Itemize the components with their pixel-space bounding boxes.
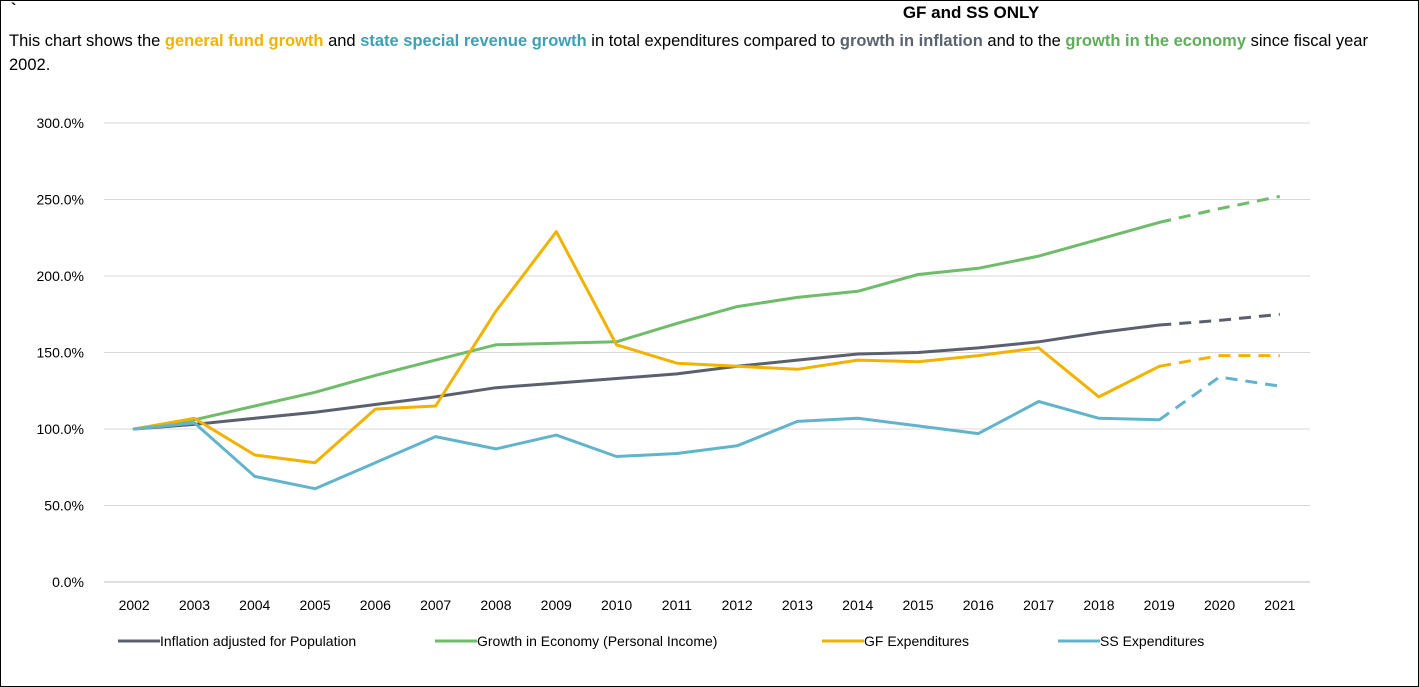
x-tick-label: 2019 — [1144, 597, 1175, 613]
x-tick-label: 2013 — [782, 597, 813, 613]
y-axis: 0.0% 50.0% 100.0% 150.0% 200.0% 250.0% 300.0% — [37, 115, 84, 590]
y-tick-label: 100.0% — [37, 421, 84, 437]
legend: Inflation adjusted for Population Growth … — [118, 633, 1204, 649]
x-tick-label: 2011 — [662, 597, 692, 613]
series-1 — [132, 312, 1280, 431]
series-line — [132, 220, 1161, 431]
desc-text-3: in total expenditures compared to — [586, 32, 840, 50]
y-tick-label: 250.0% — [37, 192, 84, 208]
x-tick-label: 2015 — [902, 597, 933, 613]
x-tick-label: 2002 — [119, 597, 150, 613]
desc-gf-phrase: general fund growth — [164, 32, 329, 50]
chart-title: GF and SS ONLY — [902, 3, 1040, 22]
series-2 — [132, 194, 1281, 431]
x-tick-label: 2005 — [299, 597, 330, 613]
x-tick-label: 2014 — [842, 597, 873, 613]
desc-text-2: and — [328, 32, 361, 50]
legend-label: Inflation adjusted for Population — [160, 633, 356, 649]
x-tick-label: 2016 — [963, 597, 994, 613]
desc-text-1: This chart shows the — [9, 32, 165, 50]
desc-inflation-phrase: growth in inflation — [839, 32, 983, 50]
grid-layer — [104, 122, 1310, 583]
x-tick-label: 2009 — [541, 597, 572, 613]
x-tick-label: 2004 — [239, 597, 270, 613]
legend-label: SS Expenditures — [1100, 633, 1204, 649]
x-tick-label: 2008 — [480, 597, 511, 613]
x-tick-label: 2021 — [1264, 597, 1295, 613]
y-tick-label: 0.0% — [52, 574, 84, 590]
x-axis: 2002 2003 2004 2005 2006 2007 2008 2009 2010 2011… — [119, 597, 1296, 613]
legend-label: Growth in Economy (Personal Income) — [477, 633, 717, 649]
desc-text-4: and to the — [982, 32, 1066, 50]
series-3 — [132, 230, 1280, 465]
chart-description: This chart shows the general fund growth… — [9, 29, 1409, 77]
y-tick-label: 300.0% — [37, 115, 84, 131]
series-line — [132, 323, 1161, 431]
series-line-projected — [1159, 312, 1280, 327]
series-layer — [132, 194, 1281, 491]
x-tick-label: 2010 — [601, 597, 632, 613]
series-4 — [132, 375, 1281, 491]
x-tick-label: 2012 — [722, 597, 753, 613]
x-tick-label: 2017 — [1023, 597, 1054, 613]
x-tick-label: 2020 — [1204, 597, 1235, 613]
x-tick-label: 2006 — [360, 597, 391, 613]
y-tick-label: 150.0% — [37, 345, 84, 361]
x-tick-label: 2003 — [179, 597, 210, 613]
y-tick-label: 50.0% — [44, 498, 84, 514]
desc-ss-phrase: state special revenue growth — [360, 32, 587, 50]
series-line-projected — [1158, 375, 1281, 422]
tick-mark: ` — [11, 1, 17, 18]
desc-economy-phrase: growth in the economy — [1065, 32, 1247, 50]
legend-label: GF Expenditures — [864, 633, 969, 649]
series-line — [132, 230, 1161, 465]
y-tick-label: 200.0% — [37, 268, 84, 284]
x-tick-label: 2018 — [1083, 597, 1114, 613]
x-tick-label: 2007 — [420, 597, 451, 613]
desc-text-5: since fiscal year 2002. — [9, 32, 1368, 74]
series-line-projected — [1158, 194, 1281, 224]
series-line — [132, 400, 1161, 491]
series-line-projected — [1159, 354, 1280, 368]
